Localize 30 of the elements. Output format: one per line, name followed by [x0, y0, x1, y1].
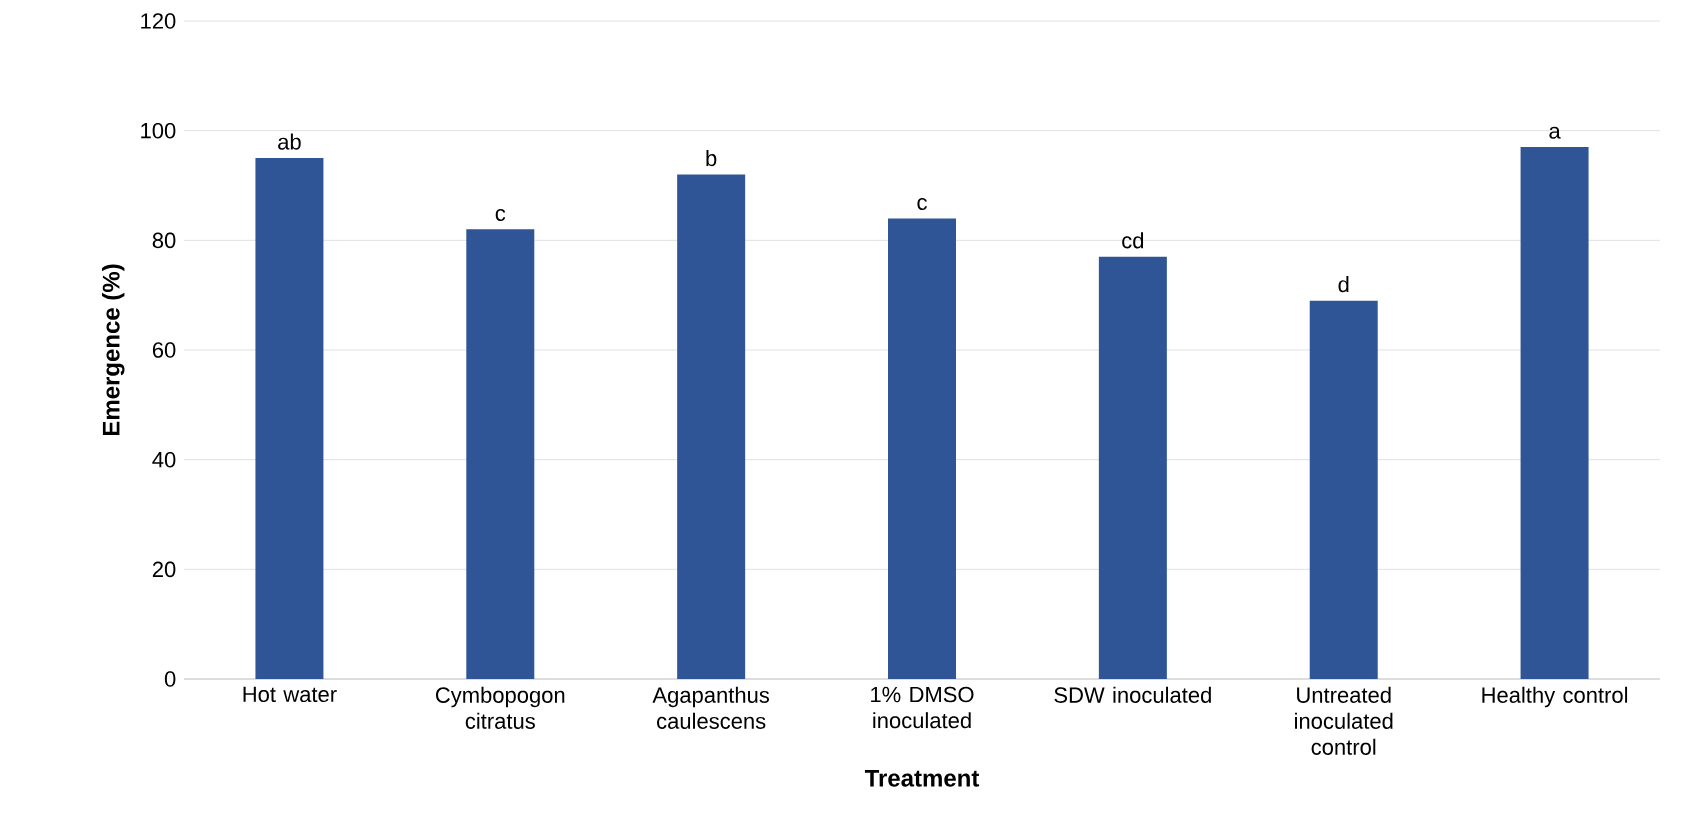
bar [466, 229, 535, 679]
annotation: c [495, 208, 506, 221]
bar [1309, 300, 1378, 679]
bar [1520, 147, 1589, 679]
x-tick-label: Agapanthus caulescens [652, 686, 770, 729]
y-tick-label: 120 [141, 13, 176, 29]
x-tick-label: Cymbopogon citratus [435, 686, 565, 729]
x-axis-title: Treatment [864, 769, 980, 787]
annotation: ab [278, 133, 301, 150]
x-tick-label: Hot water [243, 686, 337, 703]
bar [255, 158, 324, 679]
x-tick-label: SDW inoculated [1054, 686, 1211, 703]
y-tick-label: 40 [152, 451, 176, 468]
annotation: a [1549, 126, 1561, 139]
y-tick-label: 60 [152, 342, 176, 358]
annotation: cd [1122, 232, 1144, 249]
x-tick-label: 1% DMSO inoculated [871, 686, 974, 729]
bar [677, 174, 746, 679]
x-tick-label: Healthy control [1482, 686, 1628, 708]
y-tick-label: 80 [152, 232, 176, 249]
y-tick-label: 20 [152, 561, 176, 578]
annotation: b [706, 149, 717, 167]
x-tick-label: Untreated inoculated control [1295, 686, 1393, 755]
bar [1098, 256, 1167, 679]
y-tick-label: 0 [164, 671, 176, 687]
y-axis-title: Emergence (%) [102, 264, 125, 436]
y-tick-label: 100 [141, 122, 176, 139]
annotation: c [917, 197, 927, 211]
bar [888, 218, 956, 679]
annotation: d [1338, 276, 1349, 293]
